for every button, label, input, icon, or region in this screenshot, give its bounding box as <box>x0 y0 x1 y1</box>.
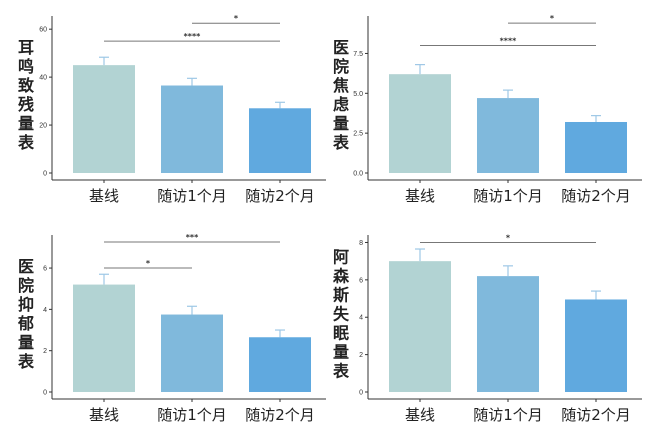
y-tick-label: 0 <box>359 390 363 397</box>
bar-1 <box>73 65 135 173</box>
bar-1 <box>389 74 451 173</box>
bar-3 <box>249 108 311 173</box>
bar-2 <box>161 85 223 173</box>
y-axis-label: 医院抑郁量表 <box>17 257 35 371</box>
y-tick-label: 2 <box>43 348 47 355</box>
significance-label: *** <box>186 233 199 242</box>
y-tick-label: 40 <box>39 75 47 82</box>
y-tick-label: 0 <box>43 390 47 397</box>
bar-3 <box>565 121 627 173</box>
y-tick-label: 7.5 <box>353 51 363 58</box>
y-tick-label: 4 <box>43 307 47 314</box>
x-tick-label: 随访2个月 <box>561 406 631 424</box>
y-tick-label: 0 <box>43 171 47 178</box>
y-tick-label: 2 <box>359 352 363 359</box>
bar-1 <box>389 261 451 392</box>
significance-label: * <box>146 259 151 268</box>
y-tick-label: 5.0 <box>353 91 363 98</box>
x-tick-label: 随访2个月 <box>245 187 315 205</box>
y-tick-label: 2.5 <box>353 131 363 138</box>
bar-3 <box>565 299 627 392</box>
x-tick-label: 基线 <box>89 187 119 205</box>
bar-2 <box>477 276 539 392</box>
bar-2 <box>477 98 539 173</box>
y-axis-label: 阿森斯失眠量表 <box>332 248 350 381</box>
y-tick-label: 6 <box>43 266 47 273</box>
x-tick-label: 随访2个月 <box>245 406 315 424</box>
x-tick-label: 随访1个月 <box>157 406 227 424</box>
x-tick-label: 随访1个月 <box>473 406 543 424</box>
x-tick-label: 基线 <box>405 406 435 424</box>
y-axis-label: 医院焦虑量表 <box>332 38 350 152</box>
significance-label: * <box>550 14 555 23</box>
significance-label: * <box>506 233 511 242</box>
bar-1 <box>73 284 135 392</box>
x-tick-label: 基线 <box>405 187 435 205</box>
bar-3 <box>249 337 311 392</box>
x-tick-label: 随访1个月 <box>157 187 227 205</box>
x-tick-label: 随访1个月 <box>473 187 543 205</box>
y-tick-label: 20 <box>39 123 47 130</box>
bar-2 <box>161 314 223 392</box>
x-tick-label: 随访2个月 <box>561 187 631 205</box>
y-tick-label: 6 <box>359 277 363 284</box>
significance-label: * <box>234 14 239 23</box>
x-tick-label: 基线 <box>89 406 119 424</box>
significance-label: **** <box>184 32 202 41</box>
significance-label: **** <box>500 36 518 45</box>
y-axis-label: 耳鸣致残量表 <box>17 38 35 152</box>
y-tick-label: 4 <box>359 315 363 322</box>
y-tick-label: 8 <box>359 240 363 247</box>
y-tick-label: 60 <box>39 27 47 34</box>
y-tick-label: 0.0 <box>353 171 363 178</box>
